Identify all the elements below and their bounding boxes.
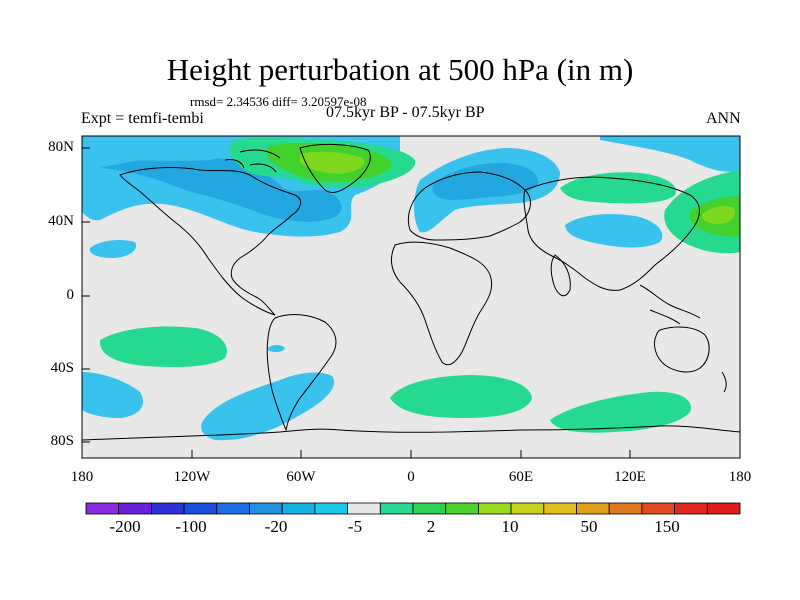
ylabel-40s: 40S — [50, 360, 74, 376]
colorbar-label: 2 — [426, 517, 436, 536]
xlabel-120e: 120E — [614, 469, 646, 485]
colorbar-label: -200 — [109, 517, 141, 536]
coastline-india — [550, 254, 571, 297]
colorbar-label: 150 — [654, 517, 680, 536]
xlabel-0: 0 — [407, 469, 415, 485]
colorbar-swatch — [150, 502, 185, 515]
colorbar-swatch — [118, 502, 152, 515]
colorbar-swatch — [477, 502, 512, 515]
coastline-africa — [390, 241, 493, 366]
coastline-new-zealand — [721, 371, 727, 393]
contour-sea-green-south-australia — [550, 391, 691, 433]
colorbar-swatch — [216, 502, 250, 515]
colorbar — [85, 502, 741, 515]
contour-medium-blue-europe — [432, 162, 539, 200]
colorbar-swatch — [608, 502, 643, 515]
colorbar-swatch — [674, 502, 708, 515]
coastlines — [82, 143, 740, 441]
coastline-greenland — [299, 143, 371, 193]
colorbar-label: 10 — [501, 517, 519, 536]
contour-sea-green-indian-ocean — [390, 375, 532, 418]
period-label: 07.5kyr BP - 07.5kyr BP — [326, 104, 485, 121]
ylabel-80n: 80N — [48, 139, 74, 155]
plot-title: Height perturbation at 500 hPa (in m) — [166, 52, 634, 87]
season-label: ANN — [706, 110, 741, 127]
colorbar-swatch — [85, 502, 120, 515]
colorbar-swatch — [249, 502, 283, 515]
colorbar-swatch — [314, 502, 348, 515]
colorbar-label: -100 — [175, 517, 207, 536]
colorbar-swatch — [445, 502, 479, 515]
xlabel-180e: 180 — [728, 469, 752, 485]
colorbar-swatch — [183, 502, 218, 515]
contour-light-blue-south-atlantic — [201, 372, 335, 441]
ylabel-80s: 80S — [50, 433, 74, 449]
coastline-southeast-asia — [639, 284, 701, 325]
contour-fields — [82, 136, 740, 441]
contour-light-blue-arctic-east — [600, 136, 740, 172]
xlabel-180w: 180 — [70, 469, 94, 485]
contour-sea-green-siberia — [560, 172, 676, 204]
contour-sea-green-south-pacific — [99, 326, 227, 368]
colorbar-label: 50 — [580, 517, 598, 536]
coastline-north-america — [119, 167, 302, 316]
coastline-asia — [523, 176, 700, 291]
xlabel-60w: 60W — [286, 469, 316, 485]
colorbar-swatch — [347, 502, 381, 515]
colorbar-swatch — [641, 502, 676, 515]
colorbar-swatch — [543, 502, 577, 515]
contour-light-blue-arctic — [82, 136, 235, 161]
experiment-label: Expt = temfi-tembi — [81, 110, 204, 127]
colorbar-swatch — [576, 502, 610, 515]
contour-light-blue-small — [268, 345, 285, 353]
ylabel-0: 0 — [66, 287, 75, 303]
axis-ticks — [81, 147, 741, 458]
contour-light-blue-southwest — [82, 372, 144, 418]
ylabel-40n: 40N — [48, 213, 74, 229]
xlabel-60e: 60E — [508, 469, 534, 485]
coastline-europe — [407, 171, 531, 241]
coastline-arctic-islands — [224, 149, 281, 173]
colorbar-swatch — [412, 502, 447, 515]
coastline-antarctica — [82, 425, 740, 441]
colorbar-label: -5 — [347, 517, 363, 536]
contour-lime-greenland — [300, 151, 365, 174]
coastline-australia — [653, 326, 710, 373]
contour-medium-blue-canada — [100, 157, 342, 222]
coastline-south-america — [266, 314, 337, 432]
colorbar-swatch — [379, 502, 414, 515]
contour-light-blue-asia — [565, 214, 663, 248]
xlabel-120w: 120W — [173, 469, 211, 485]
colorbar-swatch — [510, 502, 545, 515]
contour-light-blue-west-pacific — [89, 240, 137, 258]
contour-lime-north-pacific — [701, 206, 736, 224]
colorbar-swatch — [706, 502, 741, 515]
stats-label: rmsd= 2.34536 diff= 3.20597e-08 — [190, 94, 367, 109]
colorbar-swatch — [281, 502, 316, 515]
colorbar-label: -20 — [264, 517, 288, 536]
